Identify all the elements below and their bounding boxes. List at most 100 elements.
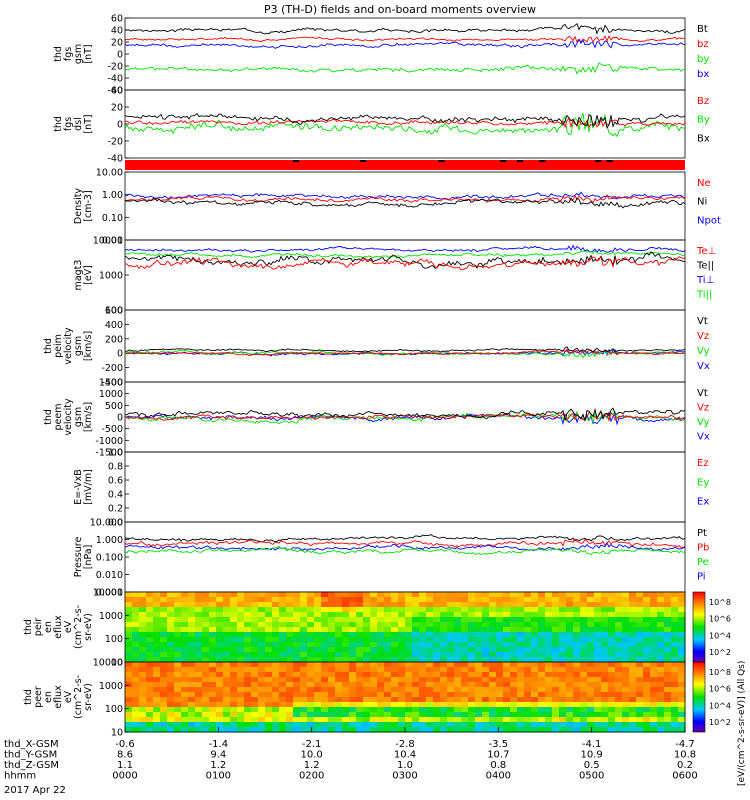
spectrogram-cell	[629, 622, 637, 628]
time-axis-value: 1.1	[117, 760, 133, 771]
spectrogram-cell	[671, 692, 679, 698]
spectrogram-cell	[174, 687, 182, 693]
spectrogram-cell	[545, 722, 553, 728]
spectrogram-cell	[125, 637, 133, 643]
spectrogram-cell	[524, 627, 532, 633]
spectrogram-cell	[202, 727, 210, 733]
spectrogram-cell	[594, 617, 602, 623]
spectrogram-cell	[321, 687, 329, 693]
spectrogram-cell	[125, 662, 133, 668]
spectrogram-cell	[496, 682, 504, 688]
spectrogram-cell	[510, 667, 518, 673]
spectrogram-cell	[503, 667, 511, 673]
spectrogram-cell	[657, 722, 665, 728]
spectrogram-cell	[398, 602, 406, 608]
spectrogram-cell	[566, 697, 574, 703]
spectrogram-cell	[230, 632, 238, 638]
spectrogram-cell	[559, 657, 567, 663]
spectrogram-cell	[629, 602, 637, 608]
spectrogram-cell	[307, 637, 315, 643]
spectrogram-cell	[524, 607, 532, 613]
legend-entry: bz	[697, 39, 709, 50]
spectrogram-cell	[496, 692, 504, 698]
spectrogram-cell	[398, 627, 406, 633]
spectrogram-cell	[209, 602, 217, 608]
spectrogram-cell	[398, 647, 406, 653]
spectrogram-cell	[510, 672, 518, 678]
spectrogram-cell	[391, 682, 399, 688]
spectrogram-cell	[580, 707, 588, 713]
spectrogram-cell	[475, 642, 483, 648]
spectrogram-cell	[300, 717, 308, 723]
spectrogram-cell	[608, 597, 616, 603]
spectrogram-cell	[391, 687, 399, 693]
spectrogram-cell	[391, 717, 399, 723]
spectrogram-cell	[629, 597, 637, 603]
y-tick-label: 0.001	[96, 588, 123, 599]
spectrogram-cell	[216, 647, 224, 653]
spectrogram-cell	[601, 632, 609, 638]
spectrogram-cell	[559, 592, 567, 598]
spectrogram-cell	[433, 602, 441, 608]
spectrogram-cell	[384, 662, 392, 668]
spectrogram-cell	[419, 672, 427, 678]
panel-ylabel-line: gsm	[73, 336, 84, 356]
spectrogram-cell	[671, 627, 679, 633]
spectrogram-cell	[181, 682, 189, 688]
spectrogram-cell	[321, 672, 329, 678]
spectrogram-cell	[678, 662, 686, 668]
spectrogram-cell	[573, 627, 581, 633]
spectrogram-cell	[664, 677, 672, 683]
spectrogram-cell	[440, 612, 448, 618]
date-label: 2017 Apr 22	[4, 785, 66, 796]
spectrogram-cell	[265, 672, 273, 678]
panel-ylabel-line: [nT]	[83, 44, 94, 63]
spectrogram-cell	[202, 707, 210, 713]
spectrogram-cell	[587, 727, 595, 733]
spectrogram-cell	[629, 722, 637, 728]
spectrogram-cell	[153, 632, 161, 638]
spectrogram-cell	[629, 667, 637, 673]
spectrogram-cell	[573, 602, 581, 608]
spectrogram-cell	[531, 632, 539, 638]
spectrogram-cell	[363, 682, 371, 688]
spectrogram-cell	[153, 662, 161, 668]
spectrogram-cell	[496, 687, 504, 693]
spectrogram-cell	[174, 692, 182, 698]
spectrogram-cell	[272, 657, 280, 663]
spectrogram-cell	[489, 597, 497, 603]
spectrogram-cell	[468, 652, 476, 658]
legend-entry: Ne	[697, 178, 711, 189]
spectrogram-cell	[482, 592, 490, 598]
spectrogram-cell	[286, 622, 294, 628]
spectrogram-cell	[538, 602, 546, 608]
spectrogram-cell	[132, 627, 140, 633]
spectrogram-cell	[167, 642, 175, 648]
spectrogram-cell	[279, 712, 287, 718]
spectrogram-cell	[181, 712, 189, 718]
spectrogram-cell	[384, 597, 392, 603]
panel-peer: 10^810^610^410^210000100010010thdpeerene…	[23, 658, 731, 739]
spectrogram-cell	[580, 727, 588, 733]
spectrogram-cell	[447, 632, 455, 638]
spectrogram-cell	[363, 602, 371, 608]
spectrogram-cell	[629, 707, 637, 713]
spectrogram-cell	[139, 632, 147, 638]
spectrogram-cell	[293, 717, 301, 723]
spectrogram-cell	[342, 677, 350, 683]
spectrogram-cell	[314, 652, 322, 658]
spectrogram-cell	[524, 672, 532, 678]
spectrogram-cell	[293, 697, 301, 703]
spectrogram-cell	[174, 642, 182, 648]
spectrogram-cell	[671, 672, 679, 678]
spectrogram-cell	[223, 727, 231, 733]
spectrogram-cell	[447, 602, 455, 608]
y-tick-label: 10000	[93, 588, 123, 599]
spectrogram-cell	[398, 592, 406, 598]
spectrogram-cell	[503, 612, 511, 618]
spectrogram-cell	[573, 667, 581, 673]
spectrogram-cell	[377, 607, 385, 613]
legend-entry: Pb	[697, 543, 709, 554]
spectrogram-cell	[286, 617, 294, 623]
y-tick-label: 40	[111, 26, 123, 37]
